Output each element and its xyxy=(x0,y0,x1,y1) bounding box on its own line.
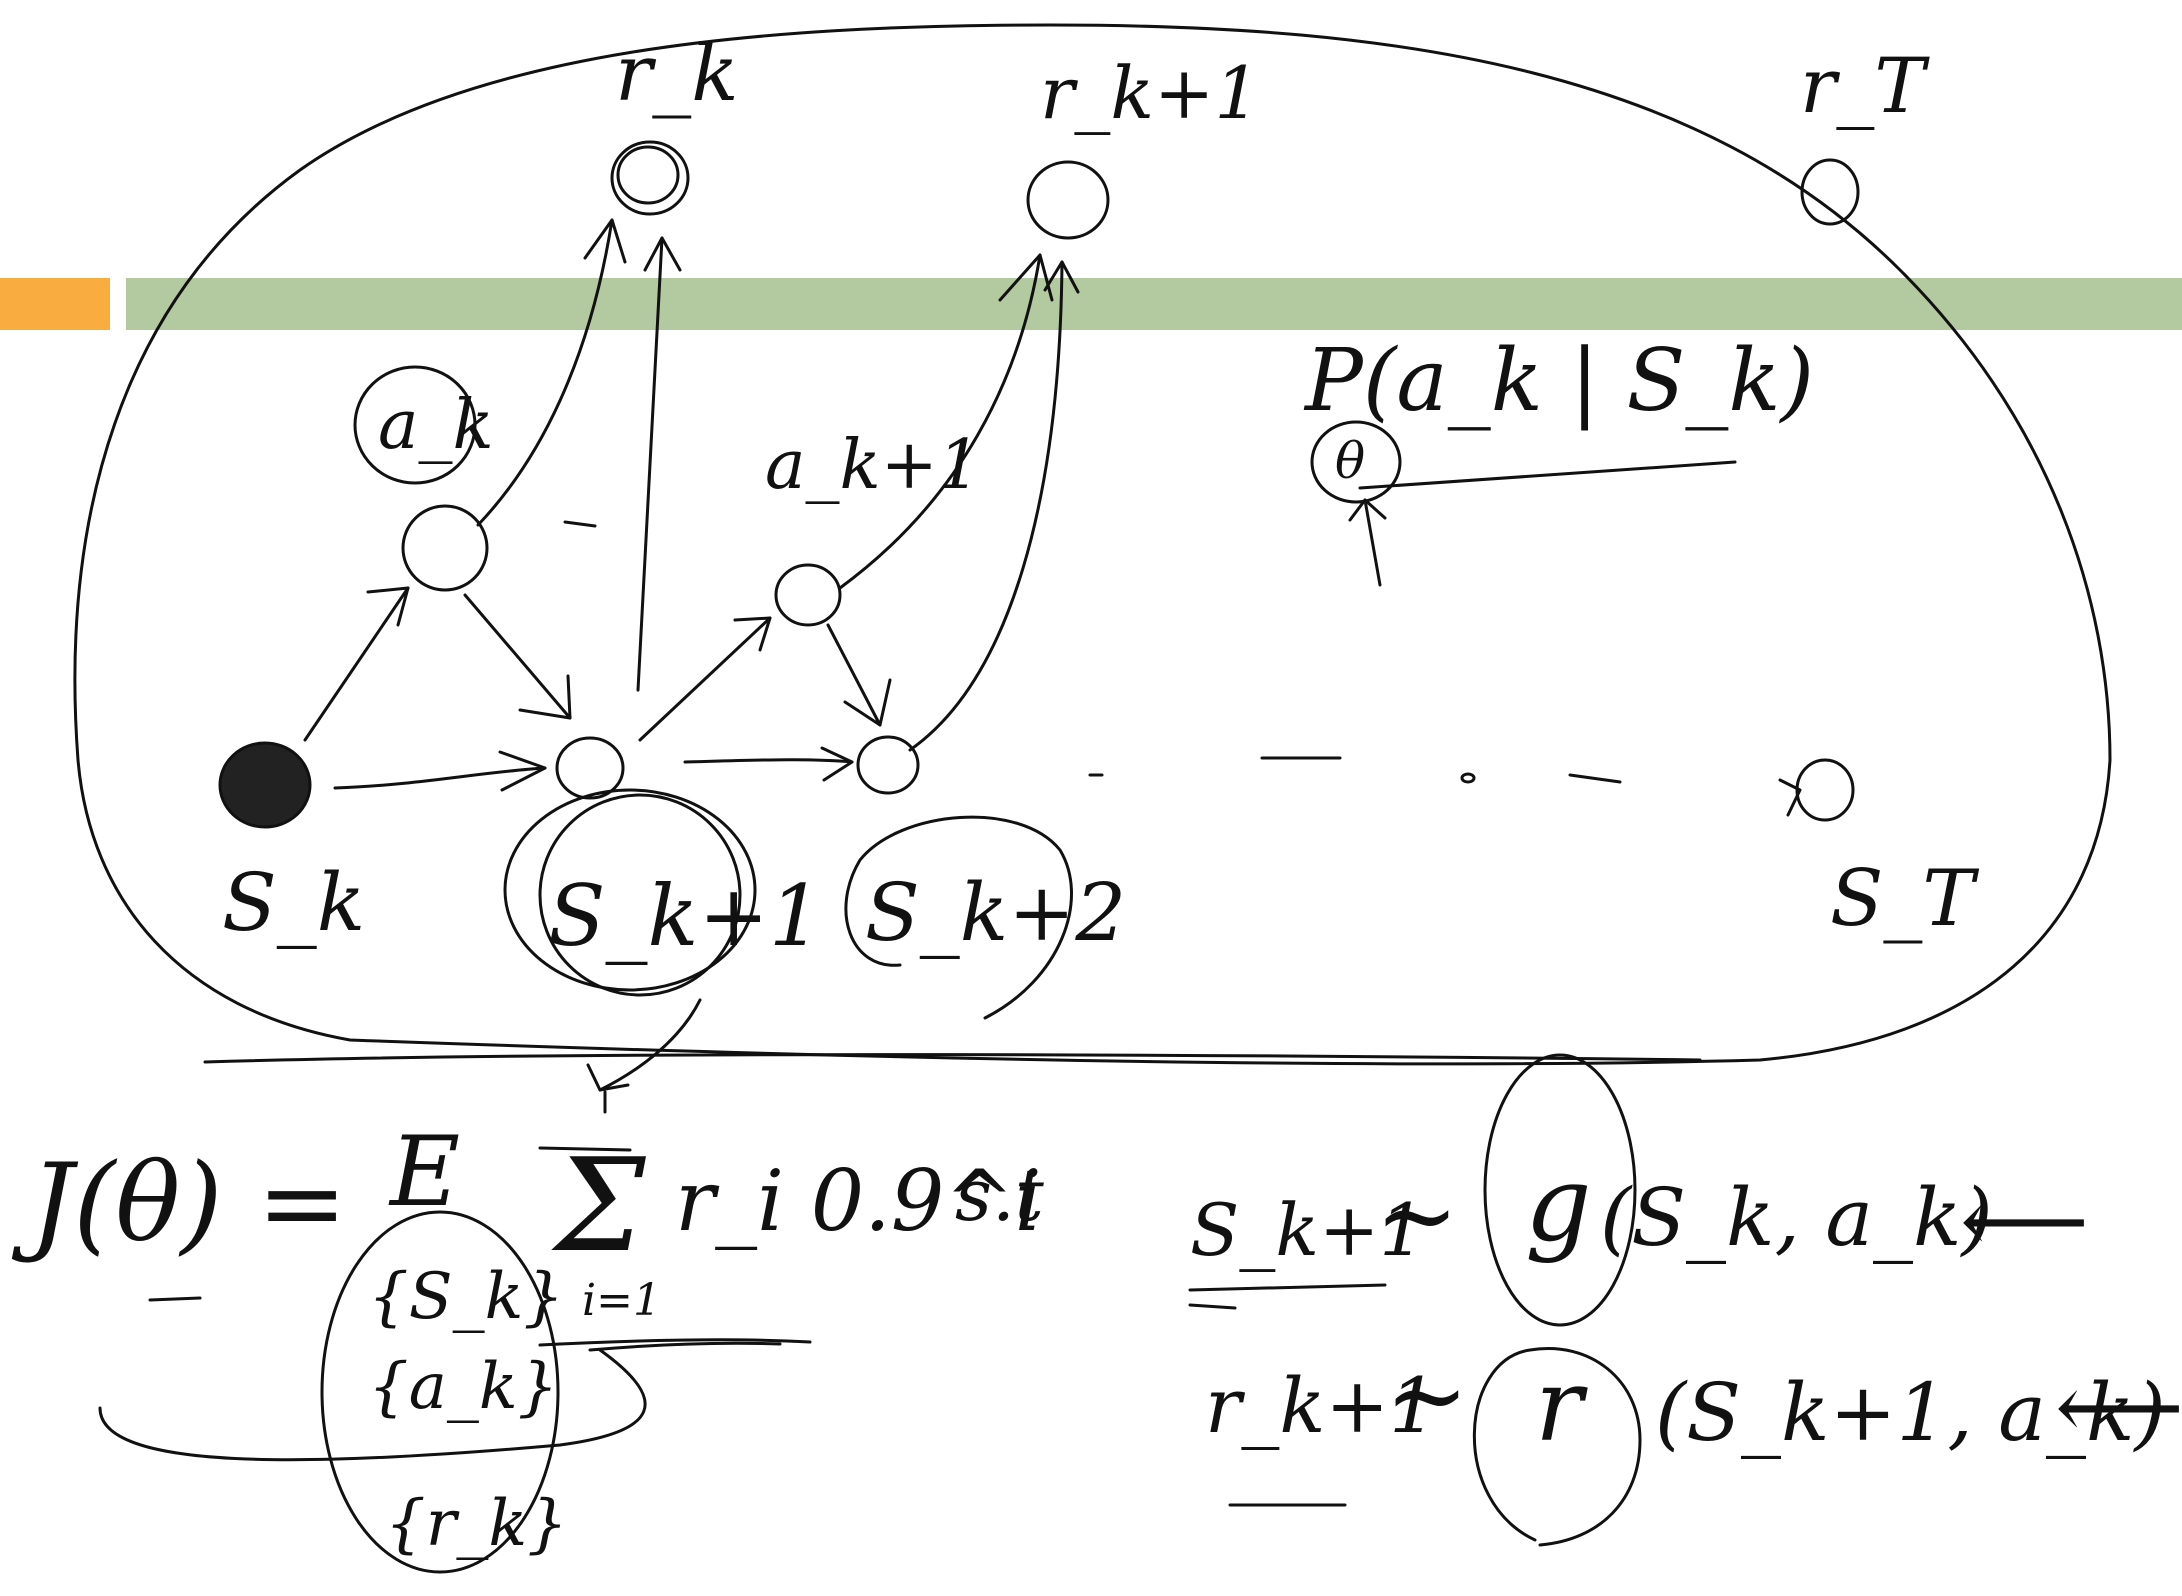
ellipsis-dash-4 xyxy=(563,520,597,528)
reward-node-rk1 xyxy=(1026,160,1110,240)
policy-theta: θ xyxy=(1335,432,1365,490)
edge-sk1-rk xyxy=(636,236,664,692)
arrowhead-ak1-sk2 xyxy=(843,678,892,727)
theta-pointer-head xyxy=(1348,498,1387,522)
state-label-circle-sk1-b xyxy=(538,793,742,997)
edge-ak-sk1 xyxy=(463,593,572,720)
reward-arrow: ⟵ xyxy=(2055,1355,2182,1460)
action-label-circle-ak xyxy=(353,365,477,485)
state-node-sk2 xyxy=(856,735,920,795)
state-node-sk1 xyxy=(555,736,625,800)
transition-args: (S_k, a_k) xyxy=(1600,1171,1993,1264)
transition-lhs-underline-2 xyxy=(1188,1303,1237,1310)
action-node-ak xyxy=(401,504,489,592)
arrowhead-ak-rk xyxy=(583,218,627,264)
state-label-circle-sk1 xyxy=(503,788,757,992)
edge-ak1-rk1 xyxy=(838,253,1042,590)
loop-bottom-stroke xyxy=(203,1053,1702,1064)
reward-node-rk xyxy=(610,140,690,216)
label-r-k: r_k xyxy=(615,29,739,119)
label-s-k1: S_k+1 xyxy=(548,867,822,965)
sk1-link-head xyxy=(586,1063,630,1092)
objective-lower-limit: i=1 xyxy=(582,1275,661,1326)
arrowhead-sk1-sk2 xyxy=(820,746,854,782)
transition-func: g xyxy=(1525,1143,1592,1265)
state-label-loop-sk2 xyxy=(844,815,1073,1020)
objective-sum: Σ xyxy=(551,1132,646,1281)
condition-rk: {r_k} xyxy=(385,1487,568,1561)
label-a-k1: a_k+1 xyxy=(765,426,981,505)
edge-ak-rk xyxy=(476,218,614,527)
edge-sk1-sk2 xyxy=(683,758,854,764)
policy-underline xyxy=(1358,460,1737,490)
label-s-k2: S_k+2 xyxy=(865,866,1126,959)
label-a-k: a_k xyxy=(378,386,494,465)
condition-ak: {a_k} xyxy=(368,1350,558,1424)
reward-node-rT xyxy=(1800,158,1860,226)
edge-sk2-rk1 xyxy=(908,260,1064,752)
enclosing-loop xyxy=(73,23,2112,1066)
transition-tilde: ~ xyxy=(1375,1157,1459,1274)
label-s-k: S_k xyxy=(222,856,365,949)
reward-lhs: r_k+1 xyxy=(1205,1361,1437,1450)
arrowhead-sk1-ak1 xyxy=(733,616,772,652)
ellipsis-dot xyxy=(1460,772,1476,784)
theta-underline xyxy=(148,1296,202,1302)
label-s-T: S_T xyxy=(1830,854,1979,944)
transition-lhs: S_k+1 xyxy=(1190,1188,1425,1272)
scratch-stroke xyxy=(538,1338,812,1347)
arrowhead-sT xyxy=(1778,778,1802,817)
transition-lhs-underline xyxy=(1188,1283,1387,1292)
action-node-ak1 xyxy=(774,563,842,627)
objective-st: s.t xyxy=(955,1153,1045,1237)
transition-arrow: ⟵ xyxy=(1960,1169,2089,1274)
objective-summand: r_i 0.9^i xyxy=(675,1152,1042,1250)
theta-pointer xyxy=(1363,498,1382,587)
label-r-k1: r_k+1 xyxy=(1040,51,1260,135)
arrowhead-sk-sk1 xyxy=(498,750,547,792)
state-node-sT xyxy=(1795,758,1855,822)
conditions-bracket xyxy=(98,1348,647,1462)
objective-lhs: J(θ) = xyxy=(11,1141,347,1266)
slide-banner-green xyxy=(126,278,2182,330)
slide-banner-orange xyxy=(0,278,110,330)
objective-expectation: E xyxy=(388,1116,460,1228)
scratch-stroke-2 xyxy=(588,1341,782,1352)
arrowhead-sk-ak xyxy=(366,586,410,627)
sk1-to-objective-link xyxy=(598,998,702,1092)
reward-node-rk-outline xyxy=(616,145,680,205)
reward-tilde: ~ xyxy=(1385,1337,1469,1454)
edge-ak1-sk2 xyxy=(826,623,882,727)
sum-top-dash xyxy=(538,1146,632,1152)
ellipsis-dash-3 xyxy=(1568,773,1622,784)
transition-func-circle xyxy=(1483,1053,1637,1327)
reward-func: r xyxy=(1535,1347,1588,1464)
state-node-sk xyxy=(218,741,312,829)
reward-func-loop xyxy=(1472,1347,1642,1547)
expectation-circle xyxy=(320,1210,560,1574)
label-r-T: r_T xyxy=(1800,41,1930,130)
arrowhead-sk2-rk1 xyxy=(1043,260,1080,294)
edge-sk-sk1 xyxy=(333,766,547,790)
condition-sk: {S_k} xyxy=(368,1260,564,1334)
theta-circle xyxy=(1310,420,1402,504)
reward-args: (S_k+1, a_k) xyxy=(1655,1366,2166,1459)
arrowhead-ak-sk1 xyxy=(518,674,572,720)
policy-expression: P(a_k | S_k) xyxy=(1303,331,1814,431)
arrowhead-sk1-rk xyxy=(643,236,682,272)
edge-sk1-ak1 xyxy=(638,616,772,742)
edge-sk-ak xyxy=(303,586,410,742)
